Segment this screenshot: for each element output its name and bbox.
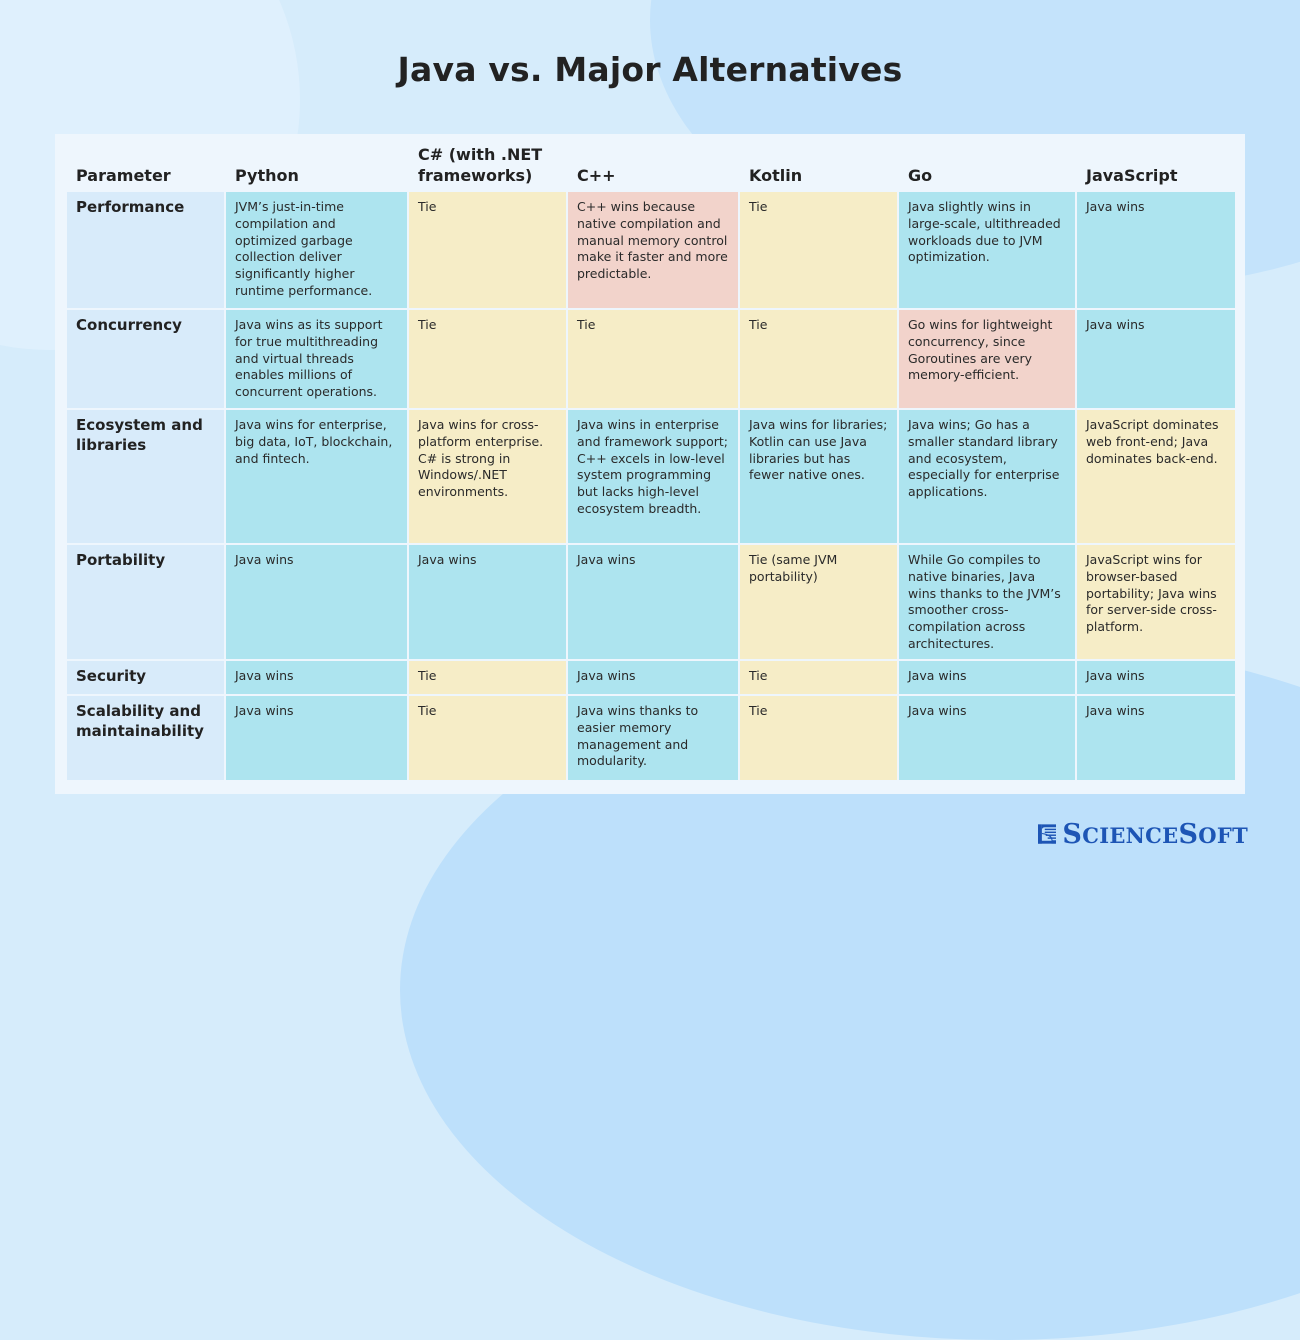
sciencesoft-logo: SCIENCESOFT [1038,814,1248,854]
table-cell-tie: Tie [407,694,568,782]
table-row: Portability Java wins Java wins Java wins Ti… [65,543,1237,661]
table-cell-win: Java wins for enterprise, big data, IoT,… [224,408,409,545]
comparison-card: Parameter Python C# (with .NET framework… [55,134,1245,794]
table-cell-tie: Tie [407,190,568,310]
comparison-table: Parameter Python C# (with .NET framework… [65,140,1237,782]
table-cell-win: Java wins [224,543,409,661]
table-cell-tie: Tie [738,308,899,410]
table-cell-win: Java wins [897,694,1077,782]
table-row: Security Java wins Tie Java wins Tie Java win… [65,659,1237,696]
table-row: Scalability and maintainability Java wins… [65,694,1237,782]
table-cell-tie: Tie [738,659,899,696]
table-cell-tie: Tie [738,190,899,310]
table-cell-win: Java wins for libraries; Kotlin can use … [738,408,899,545]
table-cell-win: Java wins as its support for true multit… [224,308,409,410]
column-header-python: Python [235,166,299,185]
column-header-kotlin: Kotlin [749,166,803,185]
table-row: Ecosystem and libraries Java wins for ent… [65,408,1237,545]
table-header-row: Parameter Python C# (with .NET framework… [66,140,1236,191]
table-cell-tie: JavaScript dominates web front-end; Java… [1075,408,1237,545]
table-cell-win: Java wins [1075,659,1237,696]
table-row: Concurrency Java wins as its support for … [65,308,1237,410]
table-cell-tie: JavaScript wins for browser-based portab… [1075,543,1237,661]
column-header-csharp: C# (with .NET frameworks) [418,145,543,185]
column-header-cpp: C++ [577,166,616,185]
sciencesoft-logo-icon [1038,824,1057,844]
table-cell-win: While Go compiles to native binaries, Ja… [897,543,1077,661]
table-cell-win: Java wins [1075,190,1237,310]
row-parameter: Scalability and maintainability [65,694,226,782]
table-cell-win: Java wins thanks to easier memory manage… [566,694,740,782]
table-cell-win: Java wins [407,543,568,661]
table-cell-tie: Tie [407,659,568,696]
row-parameter: Ecosystem and libraries [65,408,226,545]
page-title: Java vs. Major Alternatives [397,50,903,89]
table-cell-win: Java slightly wins in large-scale, ultit… [897,190,1077,310]
column-header-parameter: Parameter [76,166,171,185]
table-cell-win: Java wins [1075,308,1237,410]
table-cell-tie: Java wins for cross-platform enterprise.… [407,408,568,545]
row-parameter: Concurrency [65,308,226,410]
column-header-go: Go [908,166,933,185]
logo-text: SCIENCESOFT [1062,818,1248,850]
table-cell-win: Java wins [566,659,740,696]
table-cell-win: Java wins [224,694,409,782]
table-row: Performance JVM’s just-in-time compilatio… [65,190,1237,310]
table-cell-tie: Tie (same JVM portability) [738,543,899,661]
table-cell-win: JVM’s just-in-time compilation and optim… [224,190,409,310]
table-cell-win: Java wins in enterprise and framework su… [566,408,740,545]
table-cell-lose: C++ wins because native compilation and … [566,190,740,310]
table-cell-tie: Tie [566,308,740,410]
table-cell-win: Java wins [1075,694,1237,782]
table-cell-win: Java wins [224,659,409,696]
table-cell-win: Java wins [897,659,1077,696]
table-cell-tie: Tie [738,694,899,782]
table-cell-win: Java wins [566,543,740,661]
table-cell-win: Java wins; Go has a smaller standard lib… [897,408,1077,545]
column-header-javascript: JavaScript [1086,166,1178,185]
row-parameter: Performance [65,190,226,310]
row-parameter: Portability [65,543,226,661]
table-cell-tie: Tie [407,308,568,410]
table-cell-lose: Go wins for lightweight concurrency, sin… [897,308,1077,410]
row-parameter: Security [65,659,226,696]
